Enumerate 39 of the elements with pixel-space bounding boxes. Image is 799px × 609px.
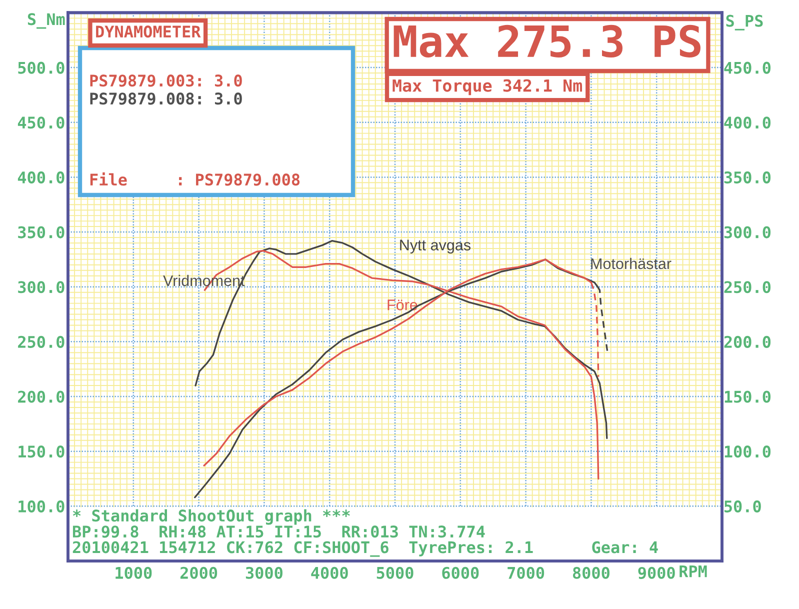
y-tick-label: 200.0 [18,390,64,403]
annotation: * Standard ShootOut graph *** [72,509,350,525]
y2-tick-label: 450.0 [724,62,771,74]
x-tick-label: 6000 [442,566,479,579]
x-axis-title: RPM [680,565,707,578]
y2-tick-label: 250.0 [724,281,771,294]
text: Max Torque 342.1 Nm [392,79,582,96]
y-tick-label: 150.0 [18,446,64,458]
y2-tick-label: 350.0 [724,171,771,184]
y-tick-label: 400.0 [18,171,64,184]
y2-axis-title: S_PS [726,14,763,30]
annotation: BP:99.8 RH:48 AT:15 IT:15 RR:013 TN:3.774 [72,526,485,538]
x-tick-label: 2000 [180,566,218,579]
x-tick-label: 1000 [116,566,152,579]
y-tick-label: 500.0 [18,62,64,74]
annotation: PS79879.003: 3.0 [90,74,242,87]
annotation: 20100421 154712 CK:762 CF:SHOOT_6 TyrePres: 2.1 Gear: 4 [72,541,658,557]
x-tick-label: 8000 [572,566,610,579]
x-tick-label: 3000 [246,566,282,579]
x-tick-label: 4000 [311,566,348,579]
y2-tick-label: 200.0 [724,336,771,348]
y-tick-label: 450.0 [18,116,64,129]
y-tick-label: 300.0 [18,281,64,294]
x-tick-label: 5000 [376,566,414,579]
y-tick-label: 250.0 [18,336,64,348]
annotation: PS79879.008: 3.0 [90,92,242,105]
y-tick-label: 350.0 [18,226,64,238]
y2-tick-label: 100.0 [724,446,771,458]
annotation: DYNAMOMETER [96,26,201,38]
x-tick-label: 9000 [638,566,675,579]
chart-title: Max 275.3 PS [394,24,700,58]
annotation: File : PS79879.008 [90,172,300,186]
y2-tick-label: 150.0 [724,390,771,403]
y2-tick-label: 50.0 [724,500,761,512]
y-axis-title: S_Nm [28,13,65,29]
x-tick-label: 7000 [508,566,544,579]
y2-tick-label: 400.0 [724,116,771,129]
y2-tick-label: 300.0 [724,226,771,238]
y-tick-label: 100.0 [18,500,64,512]
